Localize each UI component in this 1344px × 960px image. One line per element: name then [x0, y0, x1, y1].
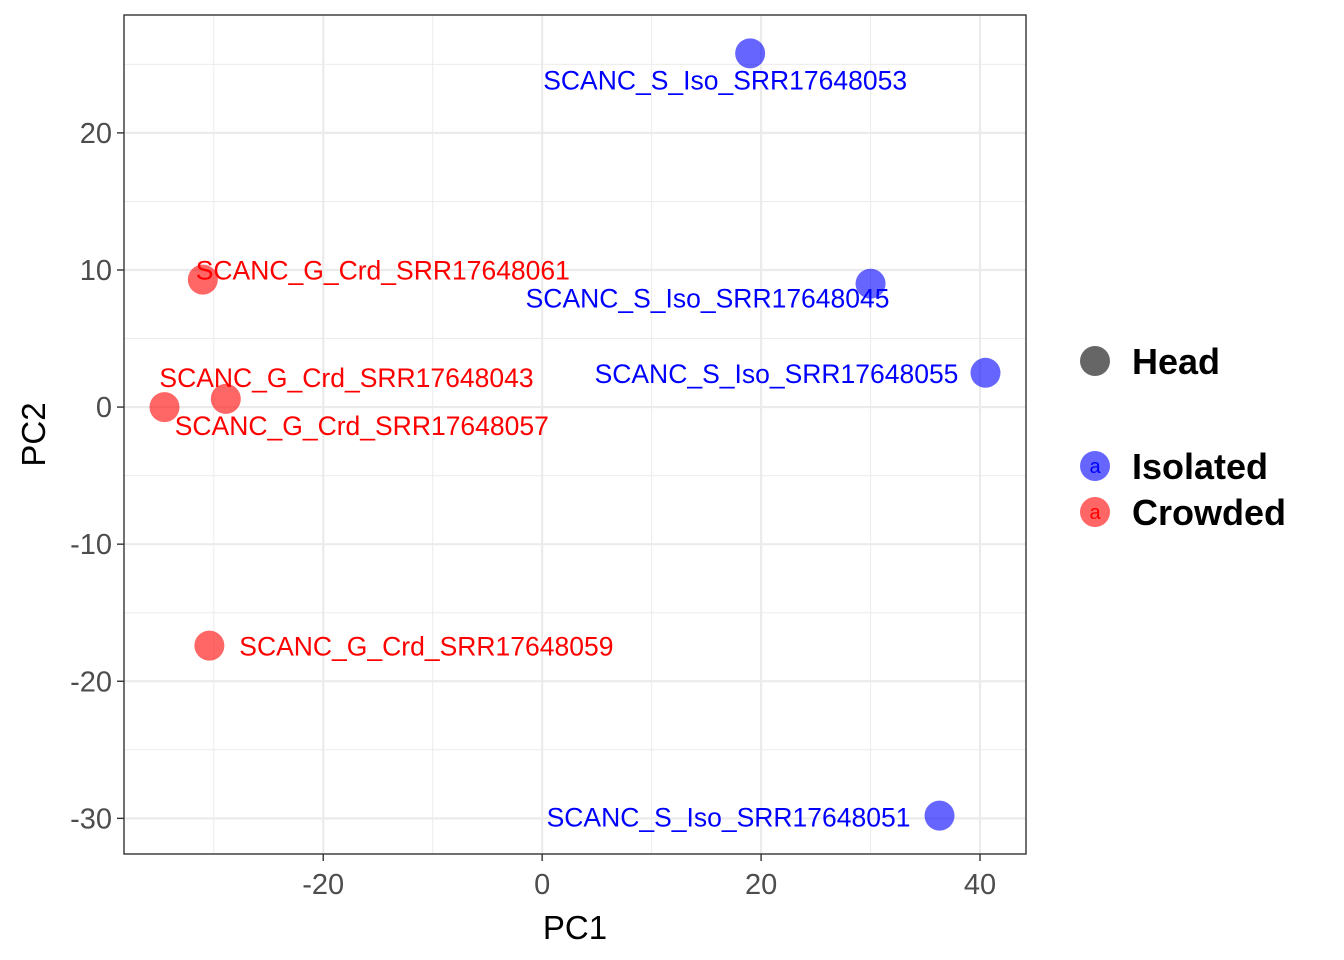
legend-label-crowded: Crowded	[1132, 492, 1286, 533]
legend-key-crowded	[1080, 497, 1110, 527]
point-label: SCANC_G_Crd_SRR17648059	[239, 632, 613, 662]
x-tick-label: 40	[964, 869, 996, 901]
legend-key-glyph: a	[1089, 456, 1101, 478]
data-point-crowded	[187, 264, 218, 295]
data-point-isolated	[855, 268, 886, 299]
y-tick-label: 10	[80, 255, 112, 287]
legend-label-head: Head	[1132, 341, 1220, 382]
point-label: SCANC_G_Crd_SRR17648061	[196, 256, 570, 286]
data-point-isolated	[924, 800, 955, 831]
y-axis-title: PC2	[15, 402, 52, 466]
point-label: SCANC_S_Iso_SRR17648045	[526, 284, 890, 314]
point-label: SCANC_S_Iso_SRR17648051	[547, 803, 911, 833]
data-point-crowded	[149, 392, 180, 423]
x-tick-label: -20	[302, 869, 344, 901]
x-tick-label: 0	[534, 869, 550, 901]
point-label: SCANC_S_Iso_SRR17648053	[543, 65, 907, 95]
y-tick-label: -20	[70, 666, 112, 698]
y-tick-label: 20	[80, 118, 112, 150]
y-tick-label: -30	[70, 803, 112, 835]
point-label: SCANC_S_Iso_SRR17648055	[595, 359, 959, 389]
x-axis-title: PC1	[543, 909, 607, 946]
panel-border	[123, 14, 1027, 855]
y-tick-label: -10	[70, 529, 112, 561]
point-label: SCANC_G_Crd_SRR17648057	[175, 411, 549, 441]
data-points	[149, 38, 1001, 831]
axis-ticks	[117, 132, 981, 861]
minor-grid	[124, 15, 1026, 854]
data-point-crowded	[210, 383, 241, 414]
data-point-isolated	[735, 38, 766, 69]
x-tick-label: 20	[745, 869, 777, 901]
point-label: SCANC_G_Crd_SRR17648043	[159, 363, 533, 393]
data-point-isolated	[970, 357, 1001, 388]
legend-label-isolated: Isolated	[1132, 446, 1268, 487]
legend-key-head	[1080, 346, 1110, 376]
legend-key-isolated	[1080, 451, 1110, 481]
axis-tick-labels: -20 0 20 40 -30 -20 -10 0 10 20	[70, 118, 996, 901]
legend: Head a Isolated a Crowded	[1080, 341, 1286, 533]
point-labels: SCANC_S_Iso_SRR17648053 SCANC_S_Iso_SRR17…	[159, 65, 958, 832]
data-point-crowded	[194, 630, 225, 661]
legend-key-glyph: a	[1089, 502, 1101, 524]
y-tick-label: 0	[96, 392, 112, 424]
